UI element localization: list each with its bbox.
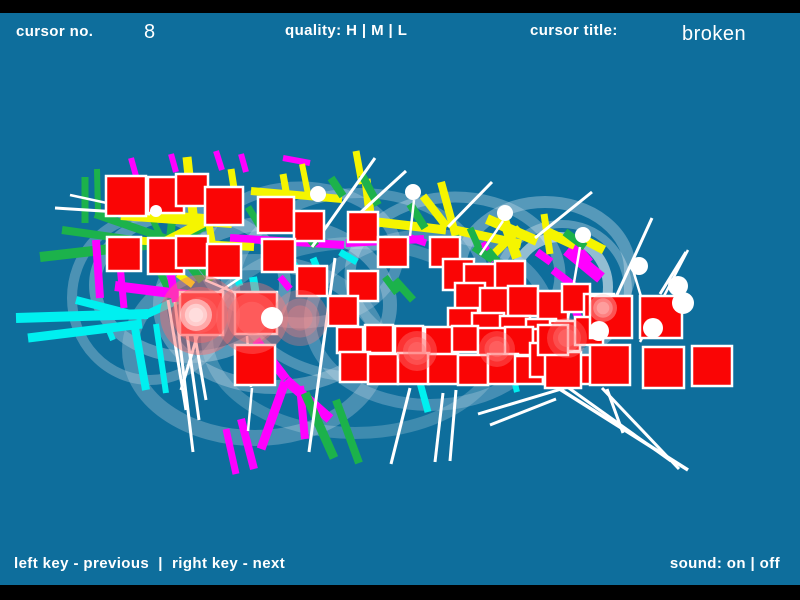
sound-toggle[interactable]: sound: on | off [669, 555, 780, 572]
keyboard-navigation-help: left key - previous | right key - next [14, 555, 286, 572]
artwork-stage: cursor no. 8 quality: H | M | L cursor t… [0, 13, 800, 585]
top-letterbox-bar [0, 0, 800, 13]
bottom-letterbox-bar [0, 585, 800, 600]
cursor-title-label: cursor title: [530, 22, 618, 39]
cursor-number-label: cursor no. [16, 23, 94, 40]
cursor-title-value: broken [682, 23, 747, 45]
quality-selector[interactable]: quality: H | M | L [285, 22, 408, 39]
cursor-number-value: 8 [144, 21, 156, 43]
